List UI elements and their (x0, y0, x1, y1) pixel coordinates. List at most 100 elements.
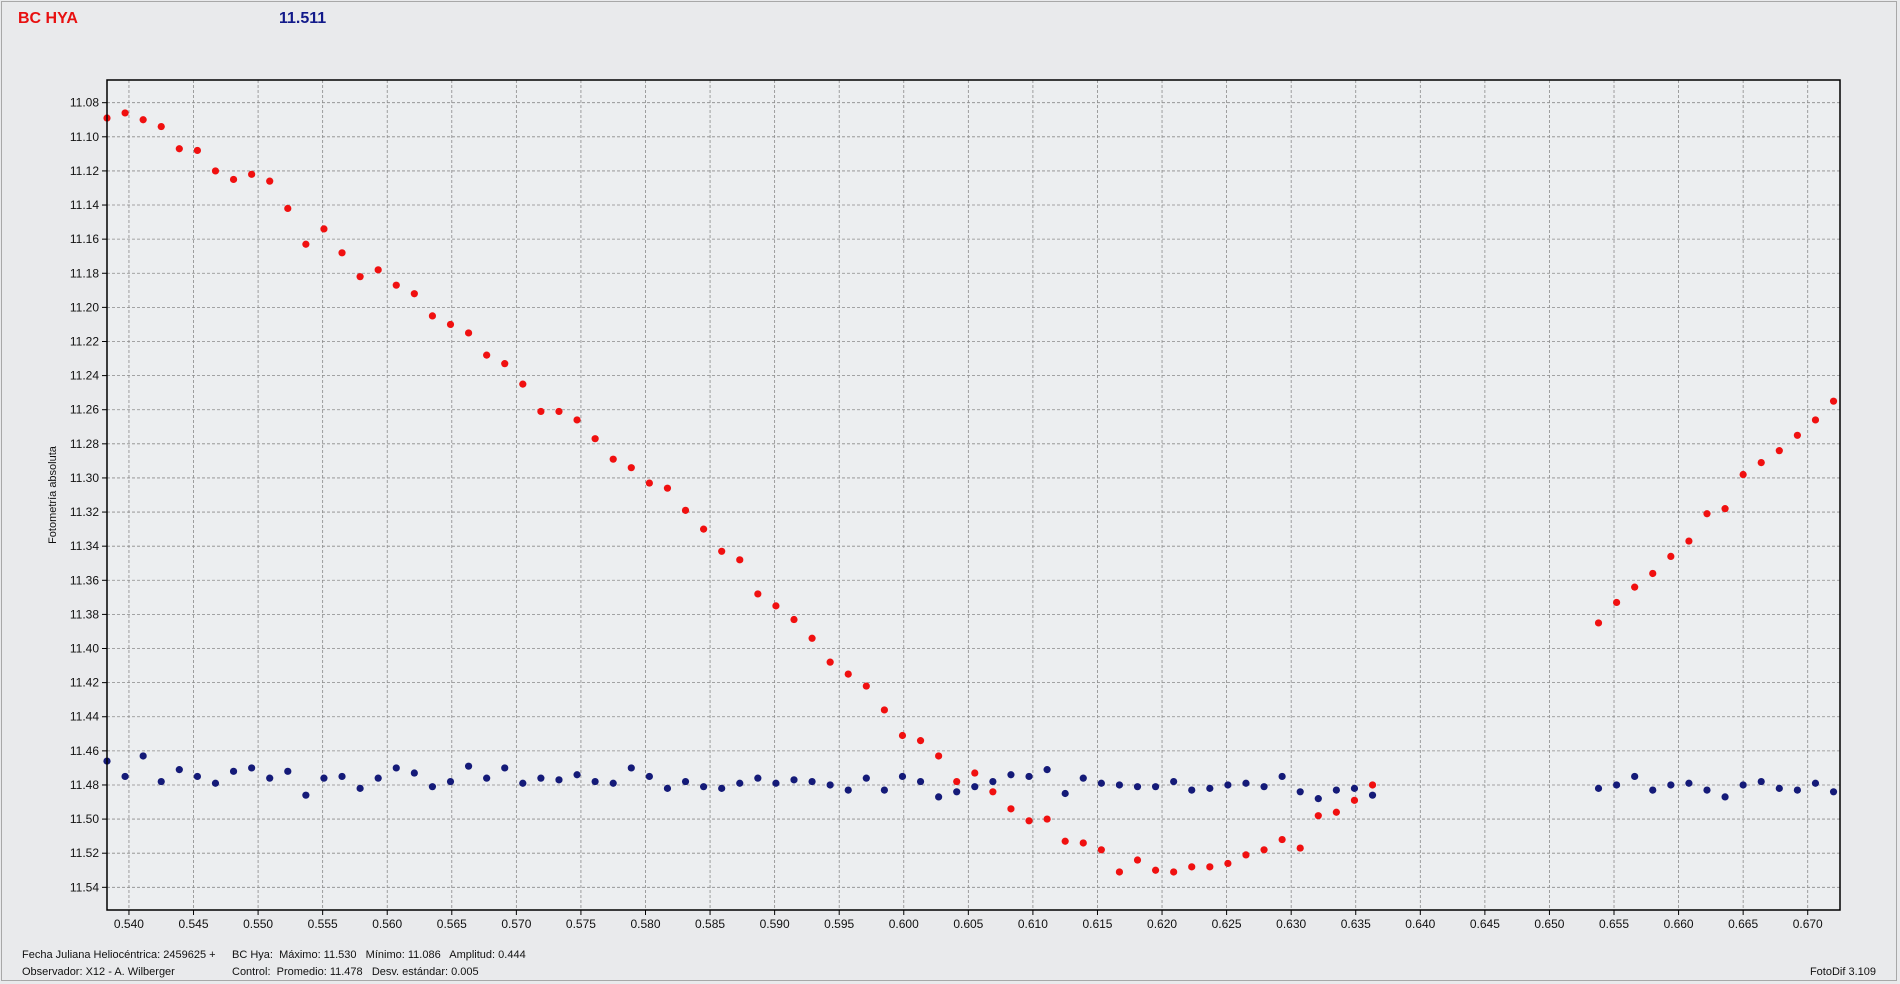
control-star-point (935, 793, 943, 801)
variable-star-point (1368, 781, 1377, 789)
variable-star-point (537, 407, 545, 416)
control-star-point (953, 788, 961, 796)
control-star-point (1133, 783, 1142, 791)
control-star-point (519, 779, 527, 787)
control-star-point (645, 772, 653, 781)
control-star-point (1025, 772, 1033, 781)
variable-star-point (555, 407, 563, 416)
control-star-point (1224, 781, 1232, 789)
y-tick-label: 11.16 (70, 232, 99, 246)
variable-star-point (1061, 837, 1069, 845)
variable-star-point (1296, 844, 1304, 852)
control-star-point (663, 784, 672, 792)
variable-star-point (916, 737, 925, 745)
control-star-point (1368, 791, 1377, 799)
control-star-point (229, 767, 238, 775)
variable-star-series (103, 109, 1838, 876)
control-star-series (103, 752, 1838, 803)
x-tick-label: 0.580 (630, 917, 660, 931)
variable-star-point (501, 360, 509, 368)
variable-star-point (284, 204, 292, 213)
variable-star-point (1703, 510, 1711, 518)
variable-star-point (483, 351, 491, 359)
control-star-point (989, 777, 997, 786)
variable-star-point (1649, 569, 1657, 578)
variable-star-point (862, 682, 870, 690)
control-star-point (573, 771, 581, 779)
control-star-point (1206, 784, 1214, 792)
variable-star-point (1775, 447, 1783, 455)
control-star-point (374, 774, 382, 782)
variable-star-point (718, 547, 726, 555)
footer-variable-stats: BC Hya: Máximo: 11.530 Mínimo: 11.086 Am… (232, 949, 526, 961)
control-star-point (211, 779, 220, 787)
grid-lines (107, 80, 1840, 910)
variable-star-point (1829, 397, 1838, 405)
y-tick-label: 11.32 (70, 505, 99, 519)
variable-star-point (320, 225, 328, 233)
y-tick-label: 11.28 (70, 437, 99, 451)
control-star-point (501, 764, 509, 772)
variable-star-point (989, 788, 997, 796)
variable-star-point (1097, 846, 1105, 854)
control-star-point (302, 791, 310, 799)
variable-star-point (464, 329, 473, 337)
control-star-point (700, 783, 708, 791)
variable-star-point (627, 464, 635, 472)
control-star-point (736, 779, 744, 787)
x-tick-label: 0.560 (372, 917, 402, 931)
variable-star-point (229, 175, 238, 184)
variable-star-point (1151, 866, 1160, 874)
variable-star-point (1115, 868, 1124, 876)
x-tick-label: 0.575 (566, 917, 596, 931)
variable-star-point (374, 266, 382, 274)
control-star-point (898, 772, 907, 781)
variable-star-point (591, 435, 599, 443)
variable-star-point (971, 769, 979, 777)
variable-star-point (663, 484, 672, 492)
y-tick-label: 11.36 (70, 573, 99, 587)
variable-star-point (428, 312, 437, 320)
variable-star-point (1007, 805, 1015, 813)
x-tick-label: 0.615 (1082, 917, 1112, 931)
variable-star-point (211, 167, 220, 175)
variable-star-point (1242, 851, 1250, 859)
y-axis-ticks: 11.08 11.10 11.12 11.14 11.16 11.18 11.20 11.22… (70, 96, 107, 894)
control-star-point (971, 783, 979, 791)
y-tick-label: 11.10 (70, 130, 99, 144)
control-star-point (464, 762, 473, 770)
variable-star-point (609, 455, 617, 463)
control-star-point (320, 774, 328, 782)
control-star-point (428, 783, 437, 791)
x-tick-label: 0.570 (501, 917, 531, 931)
control-star-point (1151, 783, 1160, 791)
variable-star-point (1314, 812, 1322, 820)
variable-star-point (410, 290, 418, 298)
variable-star-point (772, 602, 780, 610)
x-tick-label: 0.590 (760, 917, 790, 931)
variable-star-point (1612, 598, 1621, 607)
x-tick-label: 0.670 (1793, 917, 1823, 931)
x-tick-label: 0.550 (243, 917, 273, 931)
control-star-point (338, 772, 346, 781)
variable-star-point (573, 416, 581, 424)
control-star-point (1242, 779, 1250, 787)
variable-star-point (1350, 796, 1359, 804)
variable-star-point (1739, 470, 1747, 479)
x-tick-label: 0.660 (1664, 917, 1694, 931)
control-star-point (248, 764, 256, 772)
variable-star-point (121, 109, 129, 117)
control-star-point (121, 772, 129, 781)
variable-star-point (1667, 552, 1675, 561)
variable-star-point (844, 670, 852, 678)
control-star-point (1667, 781, 1675, 789)
control-star-point (627, 764, 635, 772)
y-tick-label: 11.48 (70, 778, 99, 792)
variable-star-point (356, 273, 364, 281)
variable-star-point (446, 320, 455, 329)
control-star-point (284, 767, 292, 775)
app-version-label: FotoDif 3.109 (1809, 966, 1876, 978)
variable-star-point (1133, 856, 1142, 864)
control-star-point (139, 752, 147, 760)
